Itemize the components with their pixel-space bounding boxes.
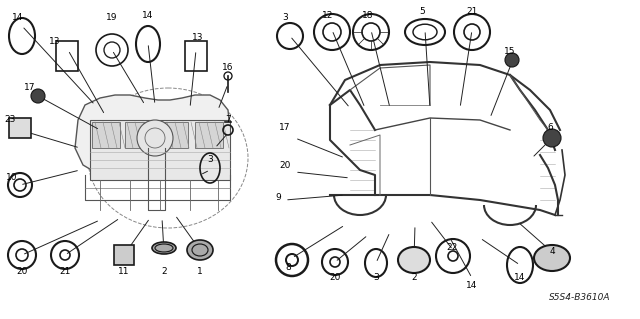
- Text: 17: 17: [24, 83, 36, 92]
- Bar: [185, 41, 207, 71]
- Bar: [125, 122, 155, 148]
- Text: 20: 20: [279, 160, 291, 169]
- Bar: [160, 122, 188, 148]
- Text: 3: 3: [373, 273, 379, 283]
- Text: 17: 17: [279, 123, 291, 132]
- Bar: [114, 245, 134, 265]
- Text: 9: 9: [275, 194, 281, 203]
- Text: 19: 19: [106, 13, 118, 23]
- Text: 21: 21: [467, 8, 477, 17]
- Bar: [92, 122, 120, 148]
- Text: 14: 14: [142, 11, 154, 19]
- Text: 13: 13: [49, 38, 61, 47]
- Text: 14: 14: [467, 280, 477, 290]
- Text: 1: 1: [197, 268, 203, 277]
- Bar: [195, 122, 223, 148]
- Text: 21: 21: [60, 268, 70, 277]
- FancyBboxPatch shape: [9, 118, 31, 138]
- Circle shape: [505, 53, 519, 67]
- Text: 2: 2: [411, 273, 417, 283]
- Bar: [56, 41, 78, 71]
- Text: 10: 10: [6, 174, 18, 182]
- Text: 5: 5: [419, 8, 425, 17]
- Text: 3: 3: [282, 13, 288, 23]
- Text: 7: 7: [225, 115, 231, 124]
- Text: 22: 22: [446, 243, 458, 253]
- Text: 2: 2: [161, 268, 167, 277]
- Ellipse shape: [398, 247, 430, 273]
- Circle shape: [543, 129, 561, 147]
- Ellipse shape: [534, 245, 570, 271]
- Text: 3: 3: [207, 155, 213, 165]
- FancyBboxPatch shape: [90, 120, 230, 180]
- Text: 18: 18: [362, 11, 374, 19]
- Text: 11: 11: [118, 268, 130, 277]
- Polygon shape: [75, 95, 230, 178]
- Text: 23: 23: [4, 115, 16, 124]
- Circle shape: [137, 120, 173, 156]
- Text: S5S4-B3610A: S5S4-B3610A: [549, 293, 611, 302]
- Text: 14: 14: [12, 13, 24, 23]
- Text: 14: 14: [515, 273, 525, 283]
- Ellipse shape: [187, 240, 213, 260]
- Text: 16: 16: [222, 63, 234, 72]
- Ellipse shape: [152, 242, 176, 254]
- Text: 20: 20: [16, 268, 28, 277]
- Text: 8: 8: [285, 263, 291, 272]
- Text: 12: 12: [323, 11, 333, 19]
- Text: 13: 13: [192, 33, 204, 42]
- Text: 6: 6: [547, 123, 553, 132]
- Text: 15: 15: [504, 48, 516, 56]
- Text: 20: 20: [330, 273, 340, 283]
- Text: 4: 4: [549, 248, 555, 256]
- Circle shape: [31, 89, 45, 103]
